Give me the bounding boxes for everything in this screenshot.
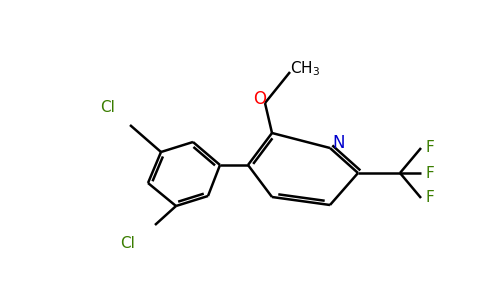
Text: N: N bbox=[333, 134, 345, 152]
Text: Cl: Cl bbox=[101, 100, 116, 116]
Text: CH$_3$: CH$_3$ bbox=[290, 60, 320, 78]
Text: Cl: Cl bbox=[121, 236, 136, 250]
Text: F: F bbox=[425, 190, 434, 206]
Text: F: F bbox=[425, 166, 434, 181]
Text: F: F bbox=[425, 140, 434, 155]
Text: O: O bbox=[254, 90, 267, 108]
